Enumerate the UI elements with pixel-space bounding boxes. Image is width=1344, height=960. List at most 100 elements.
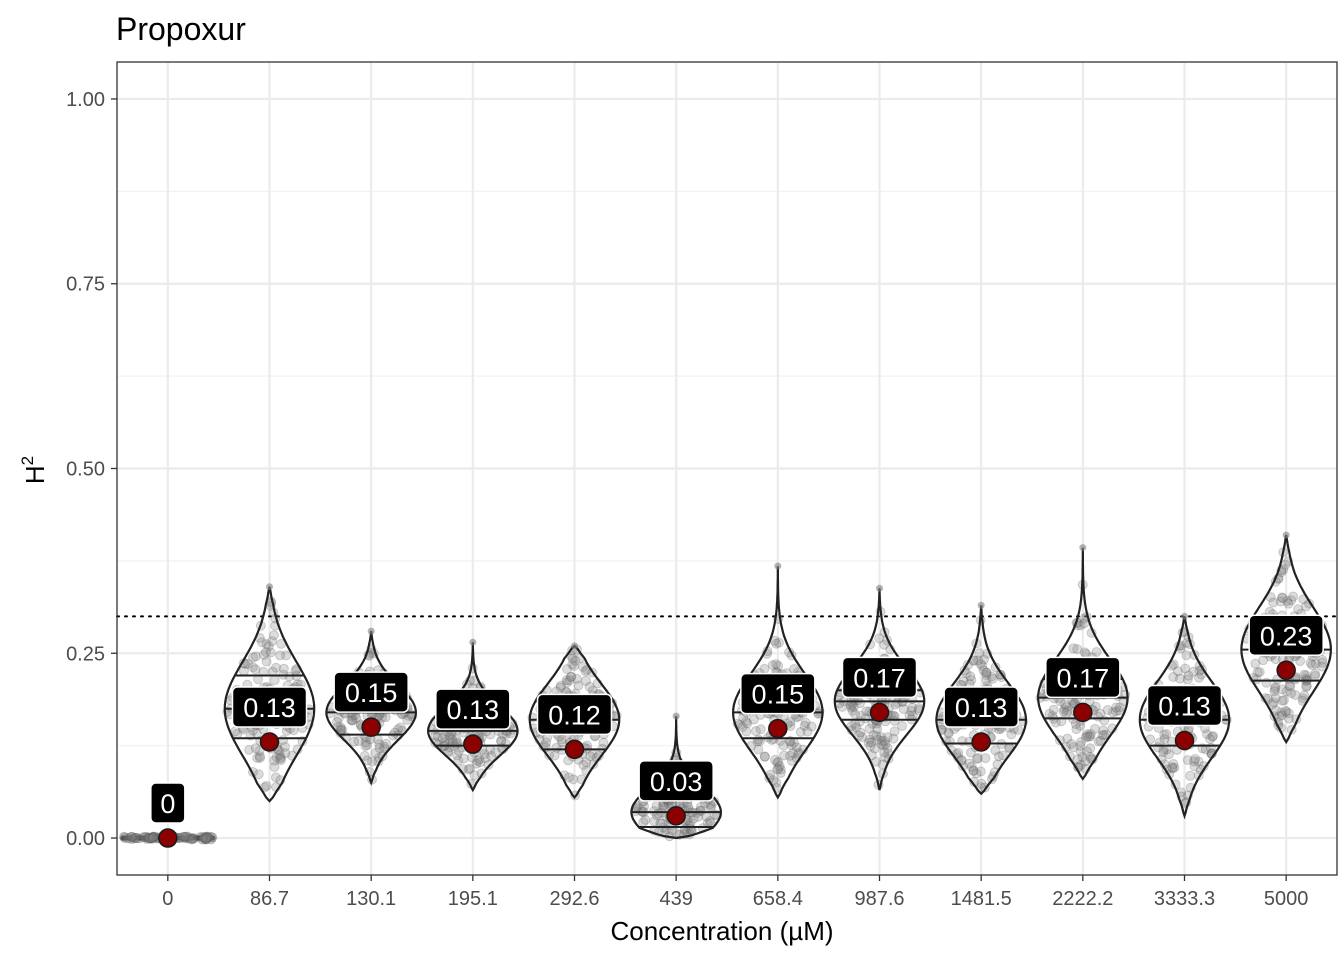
jitter-point (1085, 751, 1096, 762)
x-tick-label: 987.6 (854, 888, 904, 910)
jitter-point (280, 748, 291, 759)
jitter-point (943, 728, 954, 739)
value-label: 0.13 (447, 695, 500, 725)
mean-point (869, 702, 890, 723)
jitter-point (581, 757, 592, 768)
jitter-point (568, 660, 579, 671)
jitter-point (266, 583, 273, 591)
y-tick-label: 0.00 (66, 828, 105, 850)
jitter-point (270, 772, 281, 783)
jitter-point (1071, 724, 1082, 735)
jitter-point (129, 833, 140, 844)
jitter-point (256, 637, 267, 648)
jitter-point (1277, 695, 1288, 706)
jitter-point (250, 664, 261, 675)
jitter-point (142, 833, 153, 844)
jitter-point (258, 649, 269, 660)
jitter-point (475, 757, 486, 768)
jitter-point (281, 650, 292, 661)
x-tick-label: 2222.2 (1052, 888, 1113, 910)
jitter-point (775, 767, 786, 778)
value-label: 0.17 (1057, 663, 1110, 693)
jitter-point (759, 751, 770, 762)
jitter-point (119, 831, 130, 842)
jitter-point (453, 755, 464, 766)
jitter-point (1276, 592, 1287, 603)
jitter-point (580, 675, 591, 686)
jitter-point (1281, 706, 1292, 717)
jitter-point (598, 737, 609, 748)
jitter-point (254, 753, 265, 764)
violin-group (119, 783, 218, 848)
jitter-point (451, 734, 462, 745)
jitter-point (1189, 756, 1200, 767)
violin-group (1240, 531, 1333, 745)
jitter-point (975, 766, 986, 777)
jitter-point (1277, 592, 1288, 603)
value-label-box (841, 656, 918, 699)
jitter-point (977, 660, 988, 671)
jitter-point (278, 735, 289, 746)
jitter-point (667, 825, 678, 836)
jitter-point (333, 713, 344, 724)
mean-point (1174, 730, 1195, 751)
jitter-point (1301, 601, 1312, 612)
jitter-point (672, 712, 680, 720)
axis-layer: 0.00 0.25 0.50 0.75 1.00 0 86.7 130.1 195.1 292.6… (66, 89, 1308, 910)
jitter-point (254, 751, 265, 762)
jitter-point (571, 642, 578, 650)
mean-point (564, 739, 585, 760)
jitter-point (889, 715, 900, 726)
jitter-point (1079, 544, 1087, 552)
jitter-point (786, 740, 797, 751)
jitter-point (1181, 650, 1192, 661)
jitter-point (568, 774, 579, 785)
value-label-box (1045, 656, 1121, 699)
jitter-point (265, 647, 276, 658)
jitter-point (993, 751, 1004, 762)
jitter-point (752, 736, 763, 747)
jitter-point (772, 757, 783, 768)
value-label: 0.23 (1260, 621, 1313, 651)
jitter-point (374, 743, 385, 754)
jitter-point (966, 761, 977, 772)
jitter-point (972, 753, 983, 764)
jitter-point (1301, 681, 1312, 692)
jitter-point (1268, 597, 1279, 608)
jitter-point (770, 754, 781, 765)
x-tick-label: 3333.3 (1154, 888, 1215, 910)
jitter-point (1193, 756, 1204, 767)
jitter-point (877, 735, 888, 746)
jitter-point (649, 816, 660, 827)
jitter-point (1159, 729, 1170, 740)
jitter-point (274, 745, 285, 756)
x-tick-label: 86.7 (250, 888, 289, 910)
jitter-point (1283, 598, 1294, 609)
jitter-point (980, 753, 991, 764)
jitter-point (1182, 755, 1193, 766)
jitter-point (943, 727, 954, 738)
jitter-point (458, 753, 469, 764)
jitter-point (242, 658, 253, 669)
jitter-point (1280, 705, 1291, 716)
jitter-point (649, 806, 660, 817)
jitter-point (370, 747, 381, 758)
jitter-point (1072, 644, 1083, 655)
x-tick-label: 658.4 (753, 888, 803, 910)
jitter-point (279, 741, 290, 752)
jitter-point (271, 752, 282, 763)
jitter-point (276, 752, 287, 763)
jitter-point (126, 834, 137, 845)
jitter-point (847, 699, 858, 710)
jitter-point (269, 755, 280, 766)
jitter-point (202, 832, 213, 843)
jitter-point (889, 711, 900, 722)
jitter-point (180, 831, 191, 842)
x-tick-label: 1481.5 (951, 888, 1012, 910)
jitter-point (890, 699, 901, 710)
value-label: 0.12 (548, 700, 601, 730)
jitter-point (244, 744, 255, 755)
x-axis-title: Concentration (µM) (610, 916, 833, 946)
jitter-point (1282, 596, 1293, 607)
jitter-point (139, 832, 150, 843)
